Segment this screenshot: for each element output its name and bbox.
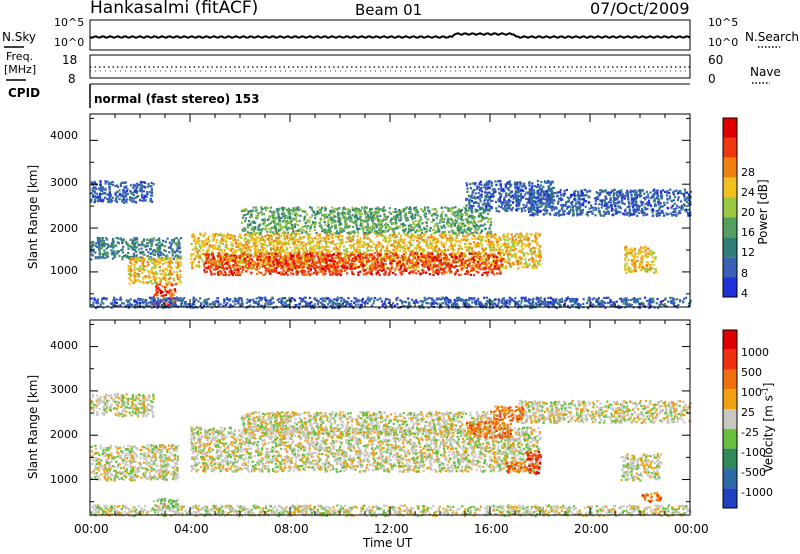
velocity-feature-7 bbox=[490, 405, 525, 424]
velocity-feature-1 bbox=[90, 393, 155, 418]
power-feature-4 bbox=[190, 232, 543, 270]
xlabel: Time UT bbox=[363, 536, 413, 550]
xtick-08: 08:00 bbox=[274, 522, 309, 536]
nave-tick-bottom: 0 bbox=[708, 72, 716, 86]
power-feature-5 bbox=[202, 252, 505, 277]
velocity-ytick-4000: 4000 bbox=[50, 339, 78, 352]
cpid-label: CPID bbox=[8, 86, 41, 100]
nsky-label: N.Sky bbox=[2, 30, 37, 44]
velocity-feature-10 bbox=[641, 492, 663, 503]
power-feature-8 bbox=[527, 188, 692, 218]
velocity-cb-tick-neg25: -25 bbox=[741, 426, 759, 439]
power-colorbar-swatch bbox=[723, 197, 737, 218]
velocity-feature-3 bbox=[240, 410, 493, 436]
station-title: Hankasalmi (fitACF) bbox=[90, 0, 259, 18]
power-colorbar-swatch bbox=[723, 257, 737, 278]
velocity-feature-0 bbox=[90, 444, 180, 482]
nsearch-tick-bottom: 10^0 bbox=[708, 36, 739, 49]
velocity-colorbar-swatch bbox=[723, 488, 737, 508]
nsky-trace bbox=[89, 32, 691, 39]
power-cb-tick-12: 12 bbox=[741, 246, 755, 259]
velocity-feature-5 bbox=[620, 453, 663, 482]
nave-tick-top: 60 bbox=[708, 53, 724, 67]
power-feature-6 bbox=[240, 206, 493, 235]
velocity-feature-12 bbox=[90, 504, 692, 518]
velocity-colorbar-swatch bbox=[723, 468, 737, 489]
velocity-colorbar-swatch bbox=[723, 349, 737, 370]
freq-label: Freq. bbox=[6, 50, 34, 63]
power-cb-tick-24: 24 bbox=[741, 186, 755, 199]
power-feature-9 bbox=[623, 245, 658, 274]
power-cb-tick-28: 28 bbox=[741, 166, 755, 179]
cpid-value: normal (fast stereo) 153 bbox=[94, 92, 260, 106]
velocity-cb-tick-100: 100 bbox=[741, 386, 762, 399]
power-colorbar-swatch bbox=[723, 177, 737, 198]
power-colorbar-frame bbox=[722, 117, 738, 298]
velocity-cb-tick-neg100: -100 bbox=[741, 446, 766, 459]
power-cb-tick-20: 20 bbox=[741, 206, 755, 219]
power-cb-tick-8: 8 bbox=[741, 267, 748, 280]
power-ytick-4000: 4000 bbox=[50, 129, 78, 142]
power-cb-tick-16: 16 bbox=[741, 226, 755, 239]
velocity-colorbar-swatch bbox=[723, 428, 737, 449]
freq-unit: [MHz] bbox=[4, 63, 37, 76]
nsky-panel-frame bbox=[89, 19, 691, 51]
velocity-cb-tick-neg1000: -1000 bbox=[741, 486, 773, 499]
xtick-24: 00:00 bbox=[674, 522, 709, 536]
xtick-00: 00:00 bbox=[74, 522, 109, 536]
velocity-colorbar-swatch bbox=[723, 369, 737, 390]
xtick-04: 04:00 bbox=[174, 522, 209, 536]
velocity-feature-9 bbox=[505, 461, 528, 474]
power-colorbar-swatch bbox=[723, 137, 737, 158]
velocity-ytick-1000: 1000 bbox=[50, 473, 78, 486]
power-ytick-3000: 3000 bbox=[50, 176, 78, 189]
velocity-ytick-3000: 3000 bbox=[50, 383, 78, 396]
nsearch-tick-top: 10^5 bbox=[708, 16, 739, 29]
velocity-cb-tick-neg500: -500 bbox=[741, 466, 766, 479]
velocity-colorbar-frame bbox=[722, 329, 738, 509]
freq-tick-top: 18 bbox=[62, 53, 78, 67]
velocity-cb-tick-500: 500 bbox=[741, 366, 762, 379]
velocity-colorbar-swatch bbox=[723, 409, 737, 429]
power-colorbar-swatch bbox=[723, 118, 737, 138]
velocity-colorbar-swatch bbox=[723, 389, 737, 410]
nsky-tick-bottom: 10^0 bbox=[54, 36, 85, 49]
xtick-20: 20:00 bbox=[574, 522, 609, 536]
power-colorbar-swatch bbox=[723, 237, 737, 258]
date-title: 07/Oct/2009 bbox=[590, 0, 690, 18]
velocity-colorbar-swatch bbox=[723, 330, 737, 350]
freq-tick-bottom: 8 bbox=[68, 72, 76, 86]
power-feature-1 bbox=[127, 256, 183, 285]
velocity-feature-4 bbox=[515, 399, 692, 425]
velocity-cb-tick-1000: 1000 bbox=[741, 346, 769, 359]
nsearch-label: N.Search bbox=[745, 30, 800, 44]
power-colorbar-swatch bbox=[723, 157, 737, 178]
velocity-feature-8 bbox=[525, 450, 542, 475]
power-cb-tick-4: 4 bbox=[741, 287, 748, 300]
power-colorbar-swatch bbox=[723, 217, 737, 238]
power-ytick-1000: 1000 bbox=[50, 264, 78, 277]
xtick-16: 16:00 bbox=[474, 522, 509, 536]
nsky-tick-top: 10^5 bbox=[54, 16, 85, 29]
velocity-ytick-2000: 2000 bbox=[50, 428, 78, 441]
xtick-12: 12:00 bbox=[374, 522, 409, 536]
power-feature-3 bbox=[90, 179, 155, 204]
velocity-feature-6 bbox=[465, 420, 512, 439]
velocity-colorbar-swatch bbox=[723, 448, 737, 469]
velocity-cb-tick-25: 25 bbox=[741, 406, 755, 419]
power-colorbar-swatch bbox=[723, 277, 737, 297]
beam-title: Beam 01 bbox=[355, 1, 423, 19]
nave-label: Nave bbox=[750, 65, 781, 79]
power-ytick-2000: 2000 bbox=[50, 222, 78, 235]
